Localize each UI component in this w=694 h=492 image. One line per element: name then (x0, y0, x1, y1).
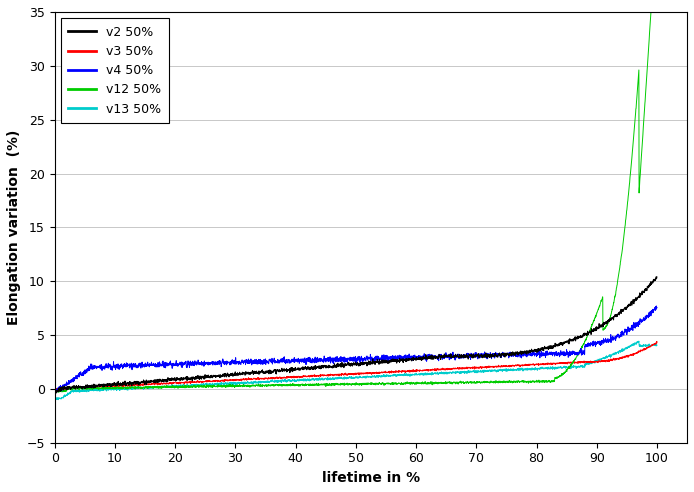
Legend: v2 50%, v3 50%, v4 50%, v12 50%, v13 50%: v2 50%, v3 50%, v4 50%, v12 50%, v13 50% (61, 18, 169, 123)
X-axis label: lifetime in %: lifetime in % (322, 471, 420, 485)
Y-axis label: Elongation variation  (%): Elongation variation (%) (7, 130, 21, 325)
